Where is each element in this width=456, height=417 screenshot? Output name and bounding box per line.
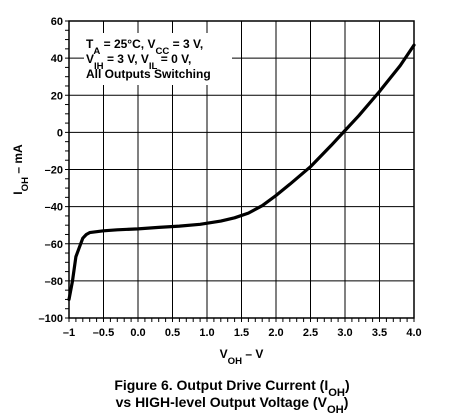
x-tick-label: –1 — [63, 327, 75, 339]
y-tick-label: 0 — [57, 127, 63, 139]
x-tick-label: –0.5 — [93, 327, 114, 339]
y-tick-label: –40 — [45, 202, 63, 214]
y-tick-label: –100 — [39, 313, 63, 325]
x-tick-labels: –1 –0.5 0.0 0.5 1.0 1.5 2.0 2.5 3.0 3.5 4.0 — [63, 327, 422, 339]
x-tick-label: 2.0 — [268, 327, 283, 339]
y-tick-labels: –100 –80 –60 –40 –20 0 20 40 60 — [39, 16, 63, 325]
y-tick-label: 40 — [51, 53, 63, 65]
y-tick-label: –20 — [45, 165, 63, 177]
annotation-conditions: TA = 25°C, VCC = 3 V, VIH = 3 V, VIL = 0 … — [86, 37, 211, 81]
x-tick-label: 3.5 — [372, 327, 387, 339]
annotation-background — [84, 33, 232, 85]
y-tick-label: 20 — [51, 90, 63, 102]
plot-frame — [68, 20, 415, 319]
annotation-line: VIH = 3 V, VIL = 0 V, — [86, 52, 191, 72]
x-tick-label: 0.0 — [130, 327, 145, 339]
annotation-line: All Outputs Switching — [86, 67, 211, 81]
x-tick-label: 3.0 — [337, 327, 352, 339]
series-line-ioh-vs-voh — [67, 43, 416, 301]
x-axis-label: VOH – V — [220, 347, 264, 367]
y-axis-label: IOH – mA — [11, 144, 31, 195]
caption-line: Figure 6. Output Drive Current (IOH) — [114, 377, 349, 399]
y-tick-label: –80 — [45, 276, 63, 288]
x-tick-label: 1.0 — [199, 327, 214, 339]
annotation-line: TA = 25°C, VCC = 3 V, — [86, 37, 203, 57]
x-tick-label: 1.5 — [234, 327, 249, 339]
y-tick-label: 60 — [51, 16, 63, 28]
x-tick-label: 2.5 — [303, 327, 318, 339]
figure-caption: Figure 6. Output Drive Current (IOH) vs H… — [114, 377, 349, 416]
x-tick-label: 0.5 — [165, 327, 180, 339]
y-tick-label: –60 — [45, 239, 63, 251]
caption-line: vs HIGH-level Output Voltage (VOH) — [116, 394, 349, 416]
x-tick-label: 4.0 — [406, 327, 421, 339]
